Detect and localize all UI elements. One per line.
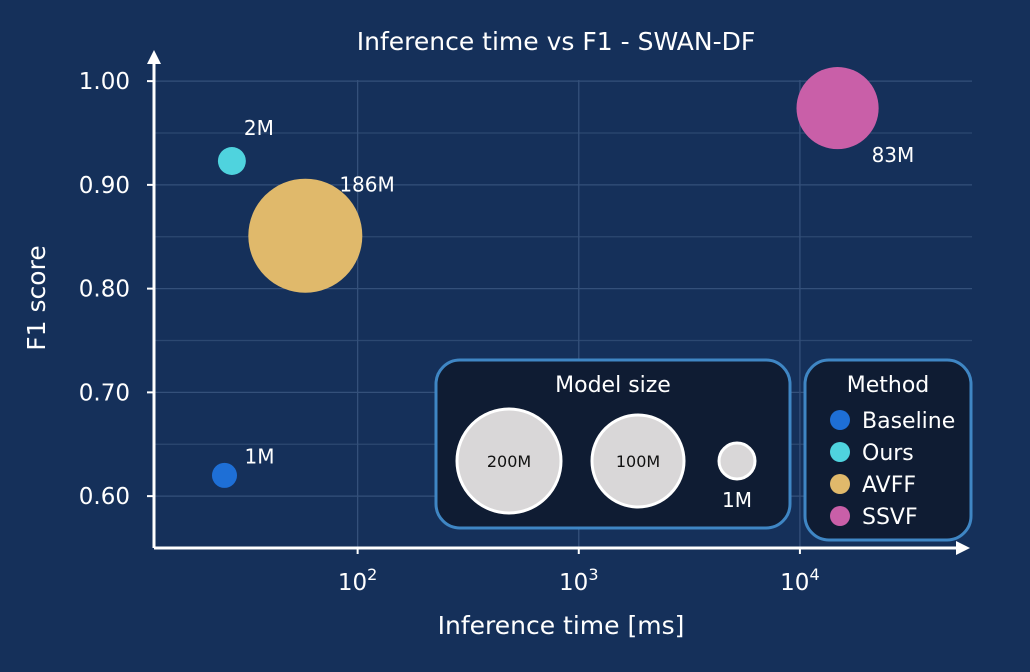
size-legend-label: 1M bbox=[722, 488, 752, 512]
data-point-ssvf bbox=[796, 67, 879, 150]
y-tick-label: 0.90 bbox=[79, 173, 130, 199]
y-tick-label: 0.70 bbox=[79, 380, 130, 406]
x-axis-label: Inference time [ms] bbox=[438, 611, 685, 640]
data-point-label: 1M bbox=[244, 444, 274, 468]
y-tick-label: 1.00 bbox=[79, 69, 130, 95]
size-legend-circle bbox=[717, 441, 757, 481]
method-legend-marker bbox=[830, 442, 850, 462]
y-tick-label: 0.80 bbox=[79, 277, 130, 303]
x-axis-arrow bbox=[956, 541, 970, 555]
data-point-label: 2M bbox=[244, 116, 274, 140]
data-points: 1M 2M 186M 83M bbox=[211, 67, 915, 488]
size-legend-items: 200M 100M 1M bbox=[455, 407, 757, 515]
method-legend-label: AVFF bbox=[862, 473, 916, 498]
method-legend-marker bbox=[830, 506, 850, 526]
x-tick-label: 103 bbox=[559, 565, 598, 596]
data-point-baseline bbox=[211, 462, 238, 488]
tick-labels: 102 103 104 0.60 0.70 0.80 0.90 1.00 bbox=[79, 69, 820, 596]
size-legend: Model size 200M 100M 1M bbox=[434, 358, 792, 530]
y-axis-label: F1 score bbox=[22, 245, 51, 350]
size-legend-circle bbox=[590, 413, 686, 509]
method-legend-items: Baseline Ours AVFF SSVF bbox=[830, 409, 955, 530]
axes bbox=[147, 50, 970, 555]
size-legend-label: 200M bbox=[487, 452, 531, 471]
data-point-label: 83M bbox=[872, 143, 915, 167]
method-legend-label: Baseline bbox=[862, 409, 955, 434]
y-axis-arrow bbox=[147, 50, 161, 64]
method-legend-box bbox=[803, 358, 973, 542]
method-legend-marker bbox=[830, 474, 850, 494]
y-tick-label: 0.60 bbox=[79, 484, 130, 510]
method-legend-title: Method bbox=[847, 373, 930, 398]
size-legend-label: 100M bbox=[616, 452, 660, 471]
data-point-label: 186M bbox=[339, 173, 394, 197]
method-legend-label: SSVF bbox=[862, 505, 918, 530]
size-legend-circle bbox=[455, 407, 563, 515]
method-legend-marker bbox=[830, 410, 850, 430]
data-point-avff bbox=[248, 178, 363, 293]
data-point-ours bbox=[217, 147, 246, 175]
method-legend: Method Baseline Ours AVFF SSVF bbox=[803, 358, 973, 542]
x-tick-label: 102 bbox=[338, 565, 377, 596]
size-legend-title: Model size bbox=[555, 373, 671, 398]
method-legend-label: Ours bbox=[862, 441, 914, 466]
chart-title: Inference time vs F1 - SWAN-DF bbox=[357, 27, 756, 56]
x-tick-label: 104 bbox=[780, 565, 819, 596]
